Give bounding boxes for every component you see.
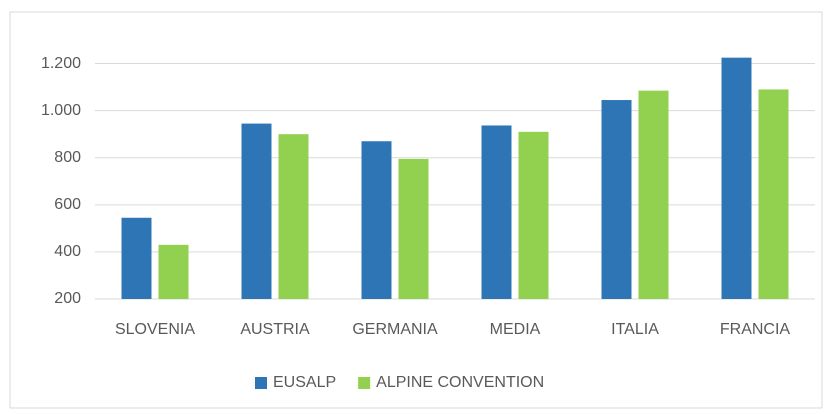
- bar: [601, 100, 632, 299]
- bar: [721, 57, 752, 300]
- bar: [638, 90, 669, 299]
- bar: [278, 134, 309, 299]
- bar: [158, 244, 189, 299]
- bar: [481, 125, 512, 299]
- x-tick-label: AUSTRIA: [240, 321, 310, 338]
- y-tick-label: 1.200: [41, 55, 81, 72]
- x-tick-label: GERMANIA: [352, 321, 438, 338]
- legend-label: ALPINE CONVENTION: [376, 374, 544, 391]
- legend-swatch: [255, 377, 267, 389]
- x-tick-label: ITALIA: [611, 321, 659, 338]
- bar: [758, 89, 789, 299]
- y-tick-label: 400: [54, 243, 81, 260]
- y-tick-label: 200: [54, 290, 81, 307]
- bar: [241, 123, 272, 299]
- x-tick-label: FRANCIA: [720, 321, 791, 338]
- bar: [398, 158, 429, 299]
- y-tick-label: 600: [54, 196, 81, 213]
- bar: [121, 217, 152, 299]
- x-tick-label: SLOVENIA: [115, 321, 195, 338]
- legend-label: EUSALP: [273, 374, 336, 391]
- x-tick-label: MEDIA: [490, 321, 541, 338]
- y-tick-label: 800: [54, 149, 81, 166]
- legend-swatch: [358, 377, 371, 389]
- y-tick-label: 1.000: [41, 102, 81, 119]
- bar: [361, 141, 392, 299]
- bar: [518, 131, 549, 299]
